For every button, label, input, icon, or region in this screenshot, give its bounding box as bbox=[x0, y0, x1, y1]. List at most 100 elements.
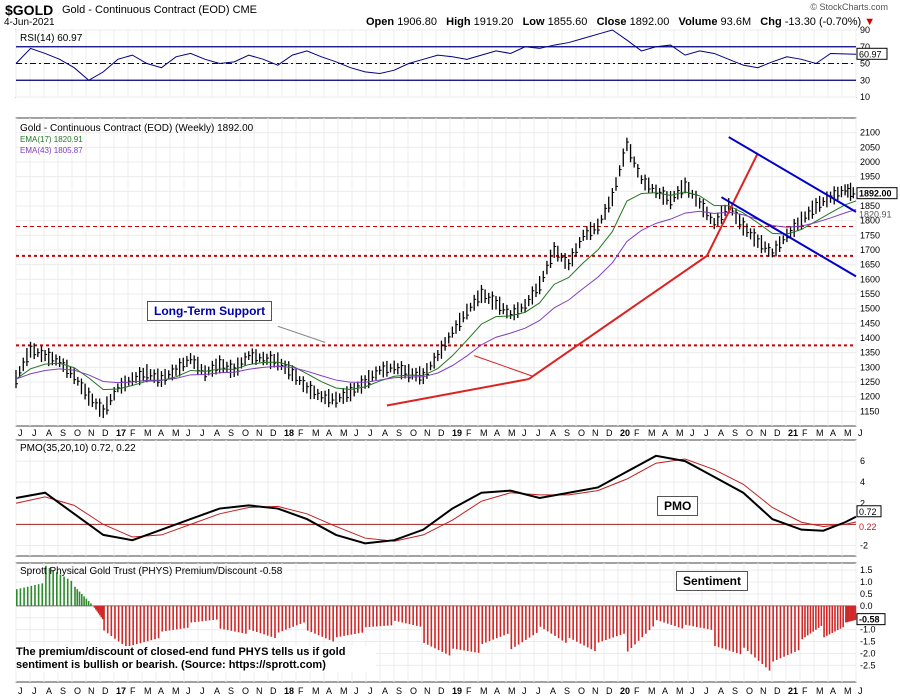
month-label: J bbox=[858, 428, 863, 438]
month-label: A bbox=[382, 428, 388, 438]
month-label: A bbox=[214, 428, 220, 438]
phys-bar bbox=[30, 585, 33, 606]
month-label: N bbox=[88, 428, 95, 438]
month-label: M bbox=[144, 428, 152, 438]
phys-bar bbox=[150, 605, 153, 641]
phys-bar bbox=[143, 605, 145, 643]
phys-bar bbox=[172, 605, 174, 630]
phys-tick-label: 0.0 bbox=[860, 601, 873, 611]
phys-bar bbox=[48, 567, 51, 606]
phys-bar bbox=[648, 605, 651, 631]
phys-bar bbox=[34, 585, 36, 606]
month-label: 18 bbox=[284, 428, 294, 438]
price-tick-label: 1350 bbox=[860, 348, 880, 358]
phys-bar bbox=[616, 605, 618, 637]
phys-bar bbox=[256, 605, 258, 633]
phys-bar bbox=[754, 605, 756, 658]
pmo-annotation-box: PMO bbox=[657, 496, 699, 516]
phys-bar bbox=[576, 605, 578, 642]
red-trendline bbox=[528, 255, 708, 380]
phys-bar bbox=[168, 605, 171, 631]
phys-bar bbox=[659, 605, 662, 622]
phys-bar bbox=[517, 605, 520, 645]
phys-bar bbox=[670, 605, 673, 625]
month-label: 17 bbox=[116, 686, 126, 696]
phys-bar bbox=[710, 605, 713, 630]
month-label: N bbox=[592, 428, 599, 438]
phys-bar bbox=[568, 605, 571, 638]
phys-bar bbox=[853, 605, 855, 621]
phys-bar bbox=[477, 605, 480, 653]
phys-bar bbox=[572, 605, 574, 640]
phys-bar bbox=[488, 605, 491, 642]
month-label: J bbox=[186, 686, 191, 696]
ema43-legend: EMA(43) 1805.87 bbox=[20, 146, 83, 155]
phys-bar bbox=[525, 605, 527, 640]
price-tick-label: 1600 bbox=[860, 274, 880, 284]
phys-bar bbox=[277, 605, 280, 633]
month-label: A bbox=[326, 428, 332, 438]
phys-bar bbox=[820, 605, 823, 627]
phys-bar bbox=[797, 605, 800, 651]
phys-bar bbox=[823, 605, 825, 638]
phys-bar bbox=[817, 605, 820, 628]
pmo-tick-label: 6 bbox=[860, 456, 865, 466]
phys-bar bbox=[842, 605, 844, 628]
month-label: J bbox=[354, 428, 359, 438]
phys-bar bbox=[339, 605, 342, 637]
month-label: J bbox=[704, 428, 709, 438]
phys-bar bbox=[23, 587, 25, 606]
phys-bar bbox=[325, 605, 327, 639]
phys-bar bbox=[851, 605, 854, 621]
phys-bar bbox=[834, 605, 836, 632]
month-label: M bbox=[844, 428, 852, 438]
phys-bar bbox=[590, 605, 593, 650]
last-price-box bbox=[856, 187, 898, 200]
credit-text: © StockCharts.com bbox=[810, 2, 888, 12]
phys-bar bbox=[245, 605, 247, 634]
pmo-signal-label: 0.22 bbox=[859, 522, 877, 532]
phys-bar bbox=[434, 605, 436, 649]
phys-bar bbox=[205, 605, 207, 621]
phys-bar bbox=[394, 605, 396, 621]
phys-bar bbox=[136, 605, 138, 645]
phys-bar bbox=[645, 605, 647, 634]
phys-bar bbox=[554, 605, 556, 636]
phys-bar bbox=[806, 605, 809, 636]
phys-bar bbox=[161, 605, 164, 632]
month-label: O bbox=[410, 428, 417, 438]
month-label: S bbox=[228, 428, 234, 438]
month-label: J bbox=[18, 686, 23, 696]
phys-bar bbox=[372, 605, 374, 627]
month-label: D bbox=[270, 428, 277, 438]
phys-bar bbox=[125, 605, 127, 647]
phys-bar bbox=[41, 583, 44, 606]
month-label: O bbox=[578, 686, 585, 696]
month-label: O bbox=[74, 686, 81, 696]
phys-bar bbox=[815, 605, 817, 630]
phys-bar bbox=[368, 605, 371, 627]
phys-bar bbox=[81, 593, 83, 606]
phys-bar bbox=[594, 605, 596, 652]
phys-bar bbox=[510, 605, 513, 650]
month-label: M bbox=[172, 428, 180, 438]
month-label: M bbox=[312, 428, 320, 438]
phys-bar bbox=[536, 605, 538, 633]
phys-bar bbox=[546, 605, 549, 632]
phys-bar bbox=[550, 605, 553, 634]
ema17-value-label: 1820.91 bbox=[859, 210, 892, 220]
phys-bar bbox=[183, 605, 185, 629]
phys-bar bbox=[831, 605, 834, 633]
phys-value-box bbox=[856, 613, 886, 626]
phys-bar bbox=[99, 605, 101, 616]
phys-bar bbox=[321, 605, 324, 637]
month-label: 18 bbox=[284, 686, 294, 696]
phys-bar bbox=[241, 605, 244, 633]
phys-bar bbox=[146, 605, 149, 642]
month-label: J bbox=[368, 428, 373, 438]
ema17-legend: EMA(17) 1820.91 bbox=[20, 135, 83, 144]
phys-bar bbox=[93, 605, 96, 608]
phys-bar bbox=[836, 605, 839, 631]
month-label: A bbox=[718, 686, 724, 696]
phys-bar bbox=[186, 605, 189, 628]
